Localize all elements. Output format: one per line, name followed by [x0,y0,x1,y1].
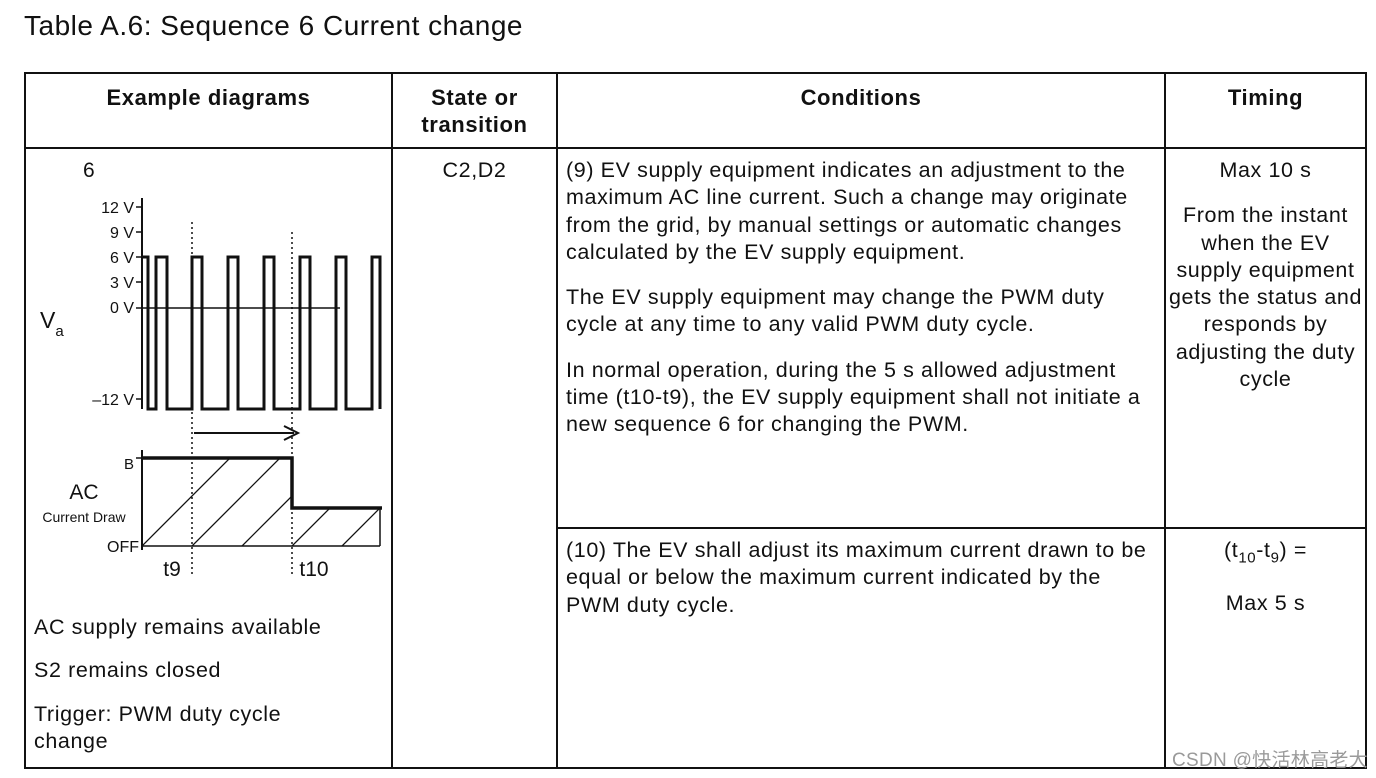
va-label: Va [40,307,64,340]
header-example-diagrams: Example diagrams [106,85,311,110]
hatch-pattern [142,458,380,546]
timing-cell-2: (t10-t9) = Max 5 s [1168,537,1363,617]
diagram-notes: AC supply remains available S2 remains c… [34,614,384,755]
timing-cell-1: Max 10 s From the instant when the EV su… [1168,157,1363,411]
header-conditions: Conditions [800,85,922,110]
pwm-waveform [142,255,382,411]
off-label: OFF [107,539,139,556]
tick-3v: 3 V [110,275,134,292]
b-label: B [124,456,134,473]
tick-9v: 9 V [110,225,134,242]
conditions-cell-9: (9) EV supply equipment indicates an adj… [566,157,1160,457]
ac-label: AC [69,481,98,504]
watermark: CSDN @快活林高老大 [1171,750,1368,771]
tick-6v: 6 V [110,250,134,267]
diagram-number: 6 [83,159,95,182]
timing-max-10s: Max 10 s [1219,158,1312,182]
conditions-cell-10: (10) The EV shall adjust its maximum cur… [566,538,1147,617]
note-ac-supply: AC supply remains available [34,615,322,639]
state-cell: C2,D2 [442,158,507,182]
tick-12v: 12 V [101,200,134,217]
tick-minus-12v: –12 V [92,392,134,409]
arrow-head-icon [283,425,301,441]
header-state-line2: transition [421,112,528,137]
condition-paragraph: The EV supply equipment may change the P… [566,285,1105,337]
timing-max-5s: Max 5 s [1225,590,1306,615]
timing-description: From the instant when the EV supply equi… [1168,203,1363,392]
note-trigger: Trigger: PWM duty cycle change [34,701,282,753]
t10-label: t10 [299,558,328,581]
condition-paragraph: In normal operation, during the 5 s allo… [566,357,1141,437]
timing-formula: (t10-t9) = [1223,538,1308,567]
table-title: Table A.6: Sequence 6 Current change [24,10,524,41]
t9-label: t9 [163,558,181,581]
condition-paragraph: (9) EV supply equipment indicates an adj… [566,158,1128,264]
current-draw-step [142,456,382,510]
note-s2: S2 remains closed [34,658,222,683]
sequence-diagram: 6 12 V 9 V 6 V 3 V 0 V –12 V Va AC Curre… [40,159,382,581]
current-draw-label: Current Draw [42,509,126,525]
header-state-or-transition: State or transition [393,84,556,138]
header-timing: Timing [1227,85,1304,110]
tick-0v: 0 V [110,300,134,317]
header-state-line1: State or [431,85,518,110]
